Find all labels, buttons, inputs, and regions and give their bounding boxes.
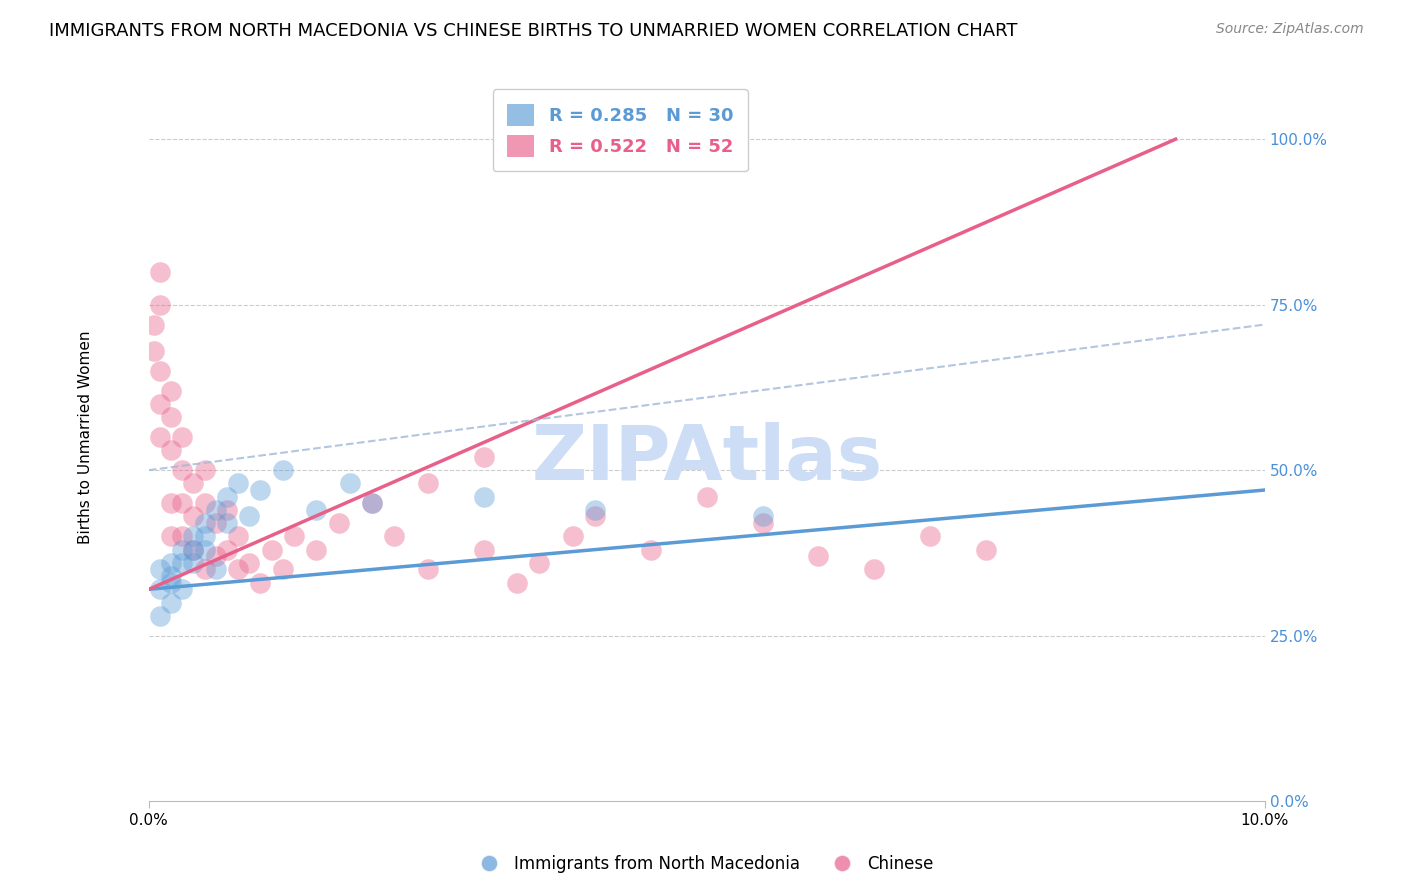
- Point: [283, 529, 305, 543]
- Point: [249, 483, 271, 497]
- Point: [160, 575, 183, 590]
- Point: [583, 509, 606, 524]
- Point: [215, 490, 238, 504]
- Point: [172, 463, 194, 477]
- Point: [696, 490, 718, 504]
- Point: [506, 575, 529, 590]
- Point: [160, 569, 183, 583]
- Point: [416, 562, 439, 576]
- Legend: Immigrants from North Macedonia, Chinese: Immigrants from North Macedonia, Chinese: [465, 848, 941, 880]
- Point: [172, 496, 194, 510]
- Point: [160, 384, 183, 398]
- Point: [751, 516, 773, 530]
- Point: [472, 450, 495, 464]
- Point: [751, 509, 773, 524]
- Point: [149, 298, 172, 312]
- Point: [149, 562, 172, 576]
- Point: [183, 542, 205, 557]
- Point: [160, 496, 183, 510]
- Point: [183, 529, 205, 543]
- Point: [416, 476, 439, 491]
- Y-axis label: Births to Unmarried Women: Births to Unmarried Women: [79, 330, 93, 544]
- Point: [640, 542, 662, 557]
- Point: [160, 556, 183, 570]
- Point: [183, 476, 205, 491]
- Point: [361, 496, 384, 510]
- Point: [204, 503, 226, 517]
- Point: [260, 542, 283, 557]
- Point: [529, 556, 551, 570]
- Point: [149, 430, 172, 444]
- Point: [328, 516, 350, 530]
- Point: [226, 562, 249, 576]
- Point: [183, 542, 205, 557]
- Point: [305, 503, 328, 517]
- Point: [172, 430, 194, 444]
- Point: [271, 463, 294, 477]
- Point: [149, 397, 172, 411]
- Point: [226, 529, 249, 543]
- Point: [339, 476, 361, 491]
- Point: [807, 549, 830, 564]
- Point: [160, 410, 183, 425]
- Point: [172, 542, 194, 557]
- Point: [149, 582, 172, 597]
- Text: Source: ZipAtlas.com: Source: ZipAtlas.com: [1216, 22, 1364, 37]
- Point: [918, 529, 941, 543]
- Point: [194, 463, 217, 477]
- Point: [305, 542, 328, 557]
- Point: [183, 556, 205, 570]
- Point: [249, 575, 271, 590]
- Point: [194, 529, 217, 543]
- Point: [183, 509, 205, 524]
- Point: [194, 516, 217, 530]
- Point: [194, 562, 217, 576]
- Point: [160, 443, 183, 458]
- Point: [215, 516, 238, 530]
- Text: IMMIGRANTS FROM NORTH MACEDONIA VS CHINESE BIRTHS TO UNMARRIED WOMEN CORRELATION: IMMIGRANTS FROM NORTH MACEDONIA VS CHINE…: [49, 22, 1018, 40]
- Point: [238, 509, 260, 524]
- Point: [271, 562, 294, 576]
- Point: [194, 496, 217, 510]
- Point: [472, 490, 495, 504]
- Text: ZIPAtlas: ZIPAtlas: [531, 422, 883, 496]
- Point: [863, 562, 886, 576]
- Point: [172, 556, 194, 570]
- Point: [149, 608, 172, 623]
- Point: [172, 529, 194, 543]
- Point: [204, 549, 226, 564]
- Point: [561, 529, 583, 543]
- Point: [160, 529, 183, 543]
- Point: [149, 364, 172, 378]
- Point: [238, 556, 260, 570]
- Point: [143, 344, 166, 359]
- Point: [204, 562, 226, 576]
- Point: [974, 542, 997, 557]
- Point: [583, 503, 606, 517]
- Legend: R = 0.285   N = 30, R = 0.522   N = 52: R = 0.285 N = 30, R = 0.522 N = 52: [492, 89, 748, 171]
- Point: [204, 516, 226, 530]
- Point: [143, 318, 166, 332]
- Point: [194, 542, 217, 557]
- Point: [382, 529, 405, 543]
- Point: [215, 503, 238, 517]
- Point: [149, 264, 172, 278]
- Point: [472, 542, 495, 557]
- Point: [215, 542, 238, 557]
- Point: [226, 476, 249, 491]
- Point: [160, 596, 183, 610]
- Point: [361, 496, 384, 510]
- Point: [172, 582, 194, 597]
